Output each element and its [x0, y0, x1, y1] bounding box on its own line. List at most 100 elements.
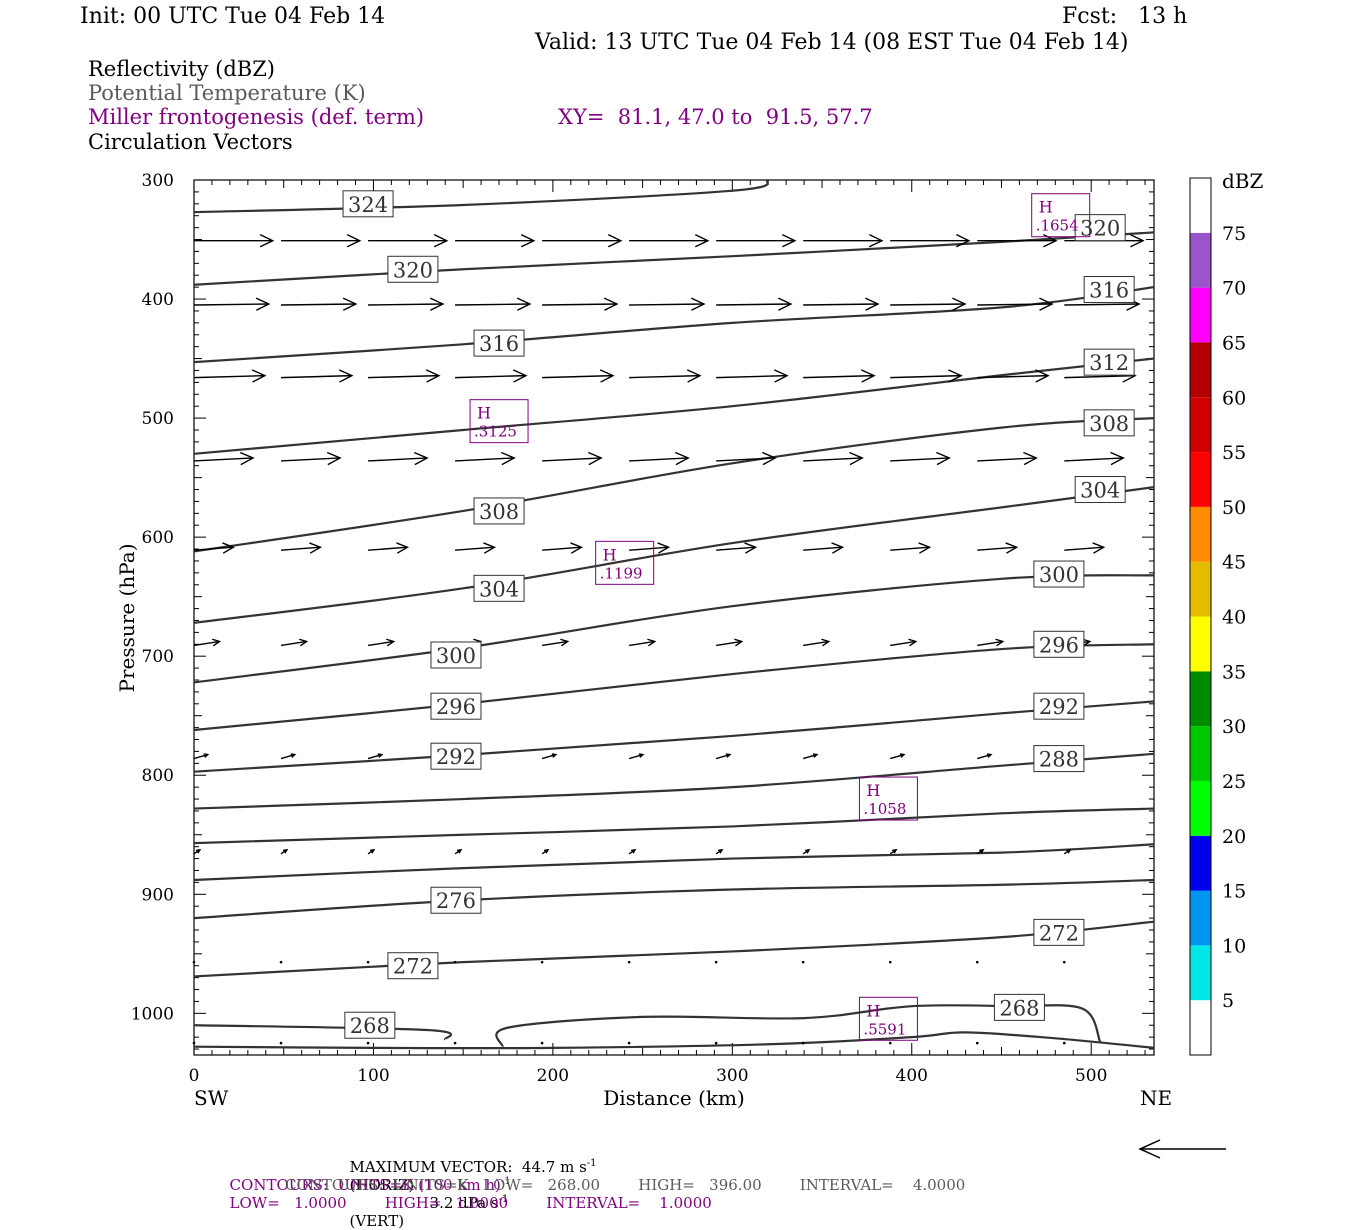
frontogenesis-high-box — [469, 399, 529, 444]
y-axis-title: Pressure (hPa) — [115, 544, 139, 693]
colorbar-tick-label: 25 — [1222, 771, 1246, 793]
circulation-vector — [803, 542, 845, 554]
theta-label: 288 — [1039, 748, 1079, 772]
circulation-vector — [714, 1041, 718, 1045]
frontogenesis-high-box — [858, 776, 918, 821]
colorbar-tick-label: 65 — [1222, 332, 1246, 354]
colorbar-tick-label: 50 — [1222, 497, 1246, 519]
colorbar-swatch — [1190, 1000, 1211, 1055]
circulation-vector — [281, 297, 358, 311]
xy-endpoints: XY= 81.1, 47.0 to 91.5, 57.7 — [558, 105, 873, 129]
theta-label: 300 — [436, 644, 476, 668]
theta-label-box — [993, 993, 1045, 1021]
circulation-vector — [542, 542, 584, 554]
circulation-vector — [716, 451, 777, 466]
x-tick-label: 0 — [189, 1066, 200, 1086]
circulation-vector — [455, 297, 532, 311]
colorbar-tick-label: 10 — [1222, 935, 1246, 957]
circulation-vector — [368, 233, 449, 248]
theta-contour-268 — [194, 1031, 1154, 1050]
circulation-vector — [455, 233, 536, 248]
x-tick-label: 400 — [896, 1066, 928, 1086]
theta-label: 304 — [479, 577, 519, 601]
circulation-vector — [889, 848, 898, 855]
contour-info-theta: CONTOURS: UNITS=K LOW= 268.00 HIGH= 396.… — [285, 1176, 966, 1194]
circulation-vector — [280, 753, 297, 760]
colorbar-tick-label: 60 — [1222, 387, 1246, 409]
circulation-vector — [715, 753, 732, 760]
theta-label: 276 — [436, 889, 476, 913]
circulation-vector — [890, 369, 963, 383]
field-reflectivity: Reflectivity (dBZ) — [88, 57, 276, 81]
circulation-vector — [890, 297, 967, 311]
frontogenesis-high-value: .3125 — [474, 423, 517, 441]
circulation-vector — [542, 451, 603, 466]
colorbar-tick-label: 45 — [1222, 552, 1246, 574]
circulation-vector — [453, 960, 457, 964]
circulation-vector — [540, 960, 544, 964]
init-time: Init: 00 UTC Tue 04 Feb 14 — [80, 4, 386, 29]
theta-label: 272 — [1039, 921, 1079, 945]
x-tick-label: 200 — [537, 1066, 569, 1086]
x-axis-title: Distance (km) — [603, 1086, 745, 1110]
contour-info-frontogenesis-range: LOW= 1.0000 HIGH= 1.0000 INTERVAL= 1.000… — [229, 1194, 712, 1212]
circulation-vector — [368, 451, 429, 466]
circulation-vector — [280, 638, 309, 647]
circulation-vector — [629, 638, 657, 647]
frontogenesis-high-value: .5591 — [863, 1020, 906, 1038]
circulation-vector — [542, 638, 570, 647]
theta-label-box — [1083, 276, 1135, 304]
circulation-vector — [629, 369, 702, 383]
colorbar-swatch — [1190, 287, 1211, 343]
theta-contour-296 — [194, 643, 1154, 732]
theta-label-box — [344, 1011, 396, 1039]
max-vector-horiz: (HORIZ) — [349, 1176, 415, 1194]
circulation-vector — [716, 638, 744, 647]
circulation-vector — [367, 753, 384, 760]
y-tick-label: 900 — [142, 885, 174, 905]
circulation-vector — [194, 233, 275, 248]
circulation-vector — [192, 960, 196, 964]
theta-contour-268 — [495, 1004, 1102, 1047]
circulation-vector — [716, 369, 789, 383]
colorbar-tick-label: 30 — [1222, 716, 1246, 738]
y-tick-label: 800 — [142, 766, 174, 786]
circulation-vector — [542, 369, 615, 383]
contour-info-frontogenesis-units: CONTOURS: UNITS=K (100 km h) — [229, 1176, 501, 1194]
field-vectors: Circulation Vectors — [88, 130, 293, 154]
colorbar-swatch — [1190, 671, 1211, 727]
theta-label: 272 — [393, 955, 433, 979]
circulation-vector — [801, 960, 805, 964]
circulation-vector — [193, 638, 222, 647]
valid-time: Valid: 13 UTC Tue 04 Feb 14 (08 EST Tue … — [535, 30, 1129, 55]
theta-label-box — [430, 692, 482, 720]
theta-label-box — [1033, 745, 1085, 773]
y-tick-label: 500 — [142, 409, 174, 429]
circulation-vector — [281, 369, 354, 383]
theta-contour-292 — [194, 700, 1154, 773]
theta-contour-272 — [194, 920, 1154, 978]
circulation-vector — [368, 297, 445, 311]
theta-label-box — [473, 497, 525, 525]
frontogenesis-high: H.5591 — [858, 996, 918, 1041]
circulation-vector — [629, 297, 706, 311]
circulation-vector — [803, 233, 884, 248]
y-tick-label: 600 — [142, 528, 174, 548]
circulation-vector — [716, 542, 758, 554]
circulation-vector — [977, 369, 1050, 383]
field-theta: Potential Temperature (K) — [88, 81, 366, 105]
circulation-vector — [193, 451, 255, 466]
contour-info-frontogenesis-exp: -1 — [500, 1176, 511, 1187]
circulation-vector — [890, 451, 951, 466]
x-tick-label: 100 — [357, 1066, 389, 1086]
circulation-vector — [975, 1041, 979, 1045]
circulation-vector — [368, 542, 410, 554]
colorbar-tick-label: 35 — [1222, 661, 1246, 683]
max-vector-exp: -1 — [586, 1158, 597, 1169]
circulation-vector — [193, 848, 202, 855]
theta-label-box — [1083, 409, 1135, 437]
frontogenesis-high-box — [595, 540, 655, 585]
max-vector-vert-tail: (VERT) — [349, 1212, 405, 1230]
colorbar-swatch — [1190, 178, 1211, 233]
frontogenesis-high: H.1058 — [858, 776, 918, 821]
